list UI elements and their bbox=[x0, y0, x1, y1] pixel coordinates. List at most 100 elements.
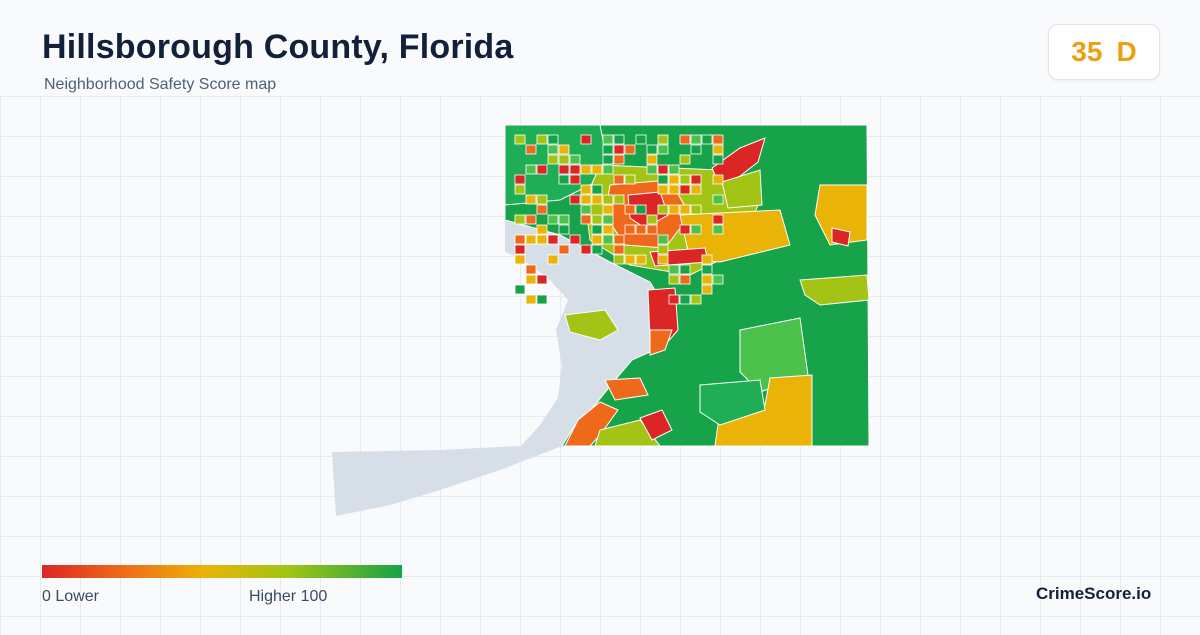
tract-boundaries bbox=[514, 134, 724, 305]
legend-high-label: Higher 100 bbox=[249, 588, 328, 605]
tract-cell bbox=[525, 144, 537, 155]
tract-cell bbox=[657, 184, 669, 195]
brand-logo-text: CrimeScore.io bbox=[1036, 584, 1152, 603]
tract-cell bbox=[679, 174, 691, 185]
census-tracts bbox=[504, 124, 870, 447]
tract-cell bbox=[712, 214, 724, 225]
tract-cell bbox=[690, 184, 702, 195]
tract-cell bbox=[547, 144, 559, 155]
tract-cell bbox=[613, 254, 625, 265]
tract-cell bbox=[591, 194, 603, 205]
legend-color-scale bbox=[42, 565, 402, 578]
tract-east-red-spot bbox=[831, 227, 851, 247]
tract-cell bbox=[569, 164, 581, 175]
tract-cell bbox=[558, 214, 570, 225]
tract-cell bbox=[580, 184, 592, 195]
tract-cell bbox=[602, 234, 614, 245]
tract-cell bbox=[536, 234, 548, 245]
tract-cell bbox=[591, 184, 603, 195]
tract-cell bbox=[712, 174, 724, 185]
tract-cell bbox=[657, 134, 669, 145]
tract-south-green bbox=[699, 379, 766, 426]
tract-cell bbox=[525, 234, 537, 245]
tract-cell bbox=[514, 244, 526, 255]
tract-cell bbox=[525, 274, 537, 285]
tract-cell bbox=[514, 254, 526, 265]
tract-cell bbox=[624, 224, 636, 235]
tract-cell bbox=[679, 184, 691, 195]
page-subtitle: Neighborhood Safety Score map bbox=[44, 76, 277, 93]
tract-cell bbox=[558, 244, 570, 255]
tract-cell bbox=[679, 134, 691, 145]
tract-cell bbox=[679, 154, 691, 165]
tract-cell bbox=[580, 164, 592, 175]
tract-cell bbox=[591, 224, 603, 235]
tract-cell bbox=[569, 234, 581, 245]
tract-cell bbox=[536, 294, 548, 305]
tract-peninsula-yellowgreen bbox=[564, 309, 619, 341]
tract-cell bbox=[547, 234, 559, 245]
tract-cell bbox=[591, 244, 603, 255]
tract-cell bbox=[558, 174, 570, 185]
tract-cell bbox=[525, 164, 537, 175]
tract-cell bbox=[657, 244, 669, 255]
tract-cell bbox=[657, 144, 669, 155]
tract-cell bbox=[613, 144, 625, 155]
tract-cell bbox=[536, 274, 548, 285]
tract-cell bbox=[580, 194, 592, 205]
tract-cell bbox=[536, 134, 548, 145]
tract-cell bbox=[679, 274, 691, 285]
tract-cell bbox=[712, 224, 724, 235]
tract-cell bbox=[613, 134, 625, 145]
tract-cell bbox=[679, 224, 691, 235]
tract-cell bbox=[514, 184, 526, 195]
tract-cell bbox=[701, 254, 713, 265]
tract-cell bbox=[635, 204, 647, 215]
tract-cell bbox=[558, 224, 570, 235]
tract-cell bbox=[690, 134, 702, 145]
tract-cell bbox=[602, 224, 614, 235]
tract-cell bbox=[690, 174, 702, 185]
tract-cell bbox=[569, 154, 581, 165]
tract-cell bbox=[635, 254, 647, 265]
tract-cell bbox=[547, 254, 559, 265]
tract-cell bbox=[602, 164, 614, 175]
legend-labels: 0 Lower Higher 100 bbox=[42, 588, 402, 608]
page-title: Hillsborough County, Florida bbox=[42, 28, 514, 66]
tract-cell bbox=[679, 294, 691, 305]
tract-cell bbox=[580, 214, 592, 225]
tract-south-yellowgreen bbox=[594, 419, 662, 447]
tract-cell bbox=[712, 154, 724, 165]
tract-cell bbox=[591, 214, 603, 225]
tract-cell bbox=[613, 234, 625, 245]
tract-northeast-yellowgreen bbox=[721, 169, 763, 209]
tract-cell bbox=[580, 134, 592, 145]
tract-cell bbox=[657, 234, 669, 245]
tract-cell bbox=[602, 204, 614, 215]
tract-cell bbox=[602, 154, 614, 165]
tract-cell bbox=[547, 154, 559, 165]
tract-cell bbox=[602, 144, 614, 155]
tract-cell bbox=[525, 264, 537, 275]
tract-south-orange-2 bbox=[604, 377, 649, 401]
header-band bbox=[0, 0, 1200, 96]
score-value: 35 bbox=[1071, 36, 1103, 67]
tract-cell bbox=[624, 174, 636, 185]
gulf-water bbox=[332, 446, 562, 516]
tract-cell bbox=[657, 204, 669, 215]
tract-cell bbox=[514, 134, 526, 145]
safety-score-badge: 35 D bbox=[1048, 24, 1160, 80]
tract-cell bbox=[613, 154, 625, 165]
tract-cell bbox=[712, 274, 724, 285]
tract-cell bbox=[580, 244, 592, 255]
tract-cell bbox=[591, 164, 603, 175]
tract-bay-edge-orange bbox=[649, 329, 673, 356]
tract-south-red-spot bbox=[639, 409, 673, 441]
tract-cell bbox=[624, 254, 636, 265]
tract-cell bbox=[657, 164, 669, 175]
tract-east-yellowgreen bbox=[799, 274, 870, 306]
tract-cell bbox=[635, 224, 647, 235]
tract-cell bbox=[602, 214, 614, 225]
tract-cell bbox=[712, 194, 724, 205]
